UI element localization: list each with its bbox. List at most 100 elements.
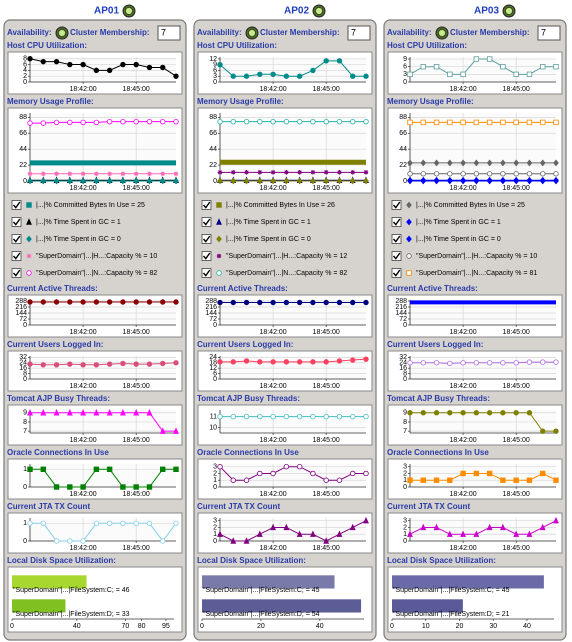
marker xyxy=(160,171,166,177)
marker xyxy=(67,61,73,68)
cluster-label: Cluster Membership: xyxy=(450,28,530,37)
marker xyxy=(217,61,223,68)
marker xyxy=(513,171,519,177)
y-tick-label: 24 xyxy=(399,360,407,367)
marker xyxy=(244,170,249,175)
marker xyxy=(309,530,316,537)
marker xyxy=(363,118,369,125)
marker xyxy=(310,470,316,477)
marker xyxy=(553,119,559,126)
marker xyxy=(513,177,519,185)
marker xyxy=(420,159,427,167)
marker xyxy=(460,177,466,185)
marker xyxy=(500,63,506,70)
marker xyxy=(433,410,440,416)
plot-area xyxy=(410,356,556,379)
section-label: Current JTA TX Count xyxy=(387,502,470,511)
plot-area xyxy=(220,464,366,487)
x-tick-label: 18:45:00 xyxy=(313,437,340,444)
status-icon-inner xyxy=(504,6,514,16)
marker xyxy=(336,58,343,64)
series-line xyxy=(30,522,177,542)
legend-checkbox xyxy=(391,234,402,244)
marker xyxy=(146,484,153,490)
x-tick-label: 18:45:00 xyxy=(313,383,340,390)
column-title: AP02 xyxy=(284,6,309,17)
marker xyxy=(217,118,223,125)
marker xyxy=(146,361,153,367)
legend-check xyxy=(12,269,21,277)
marker xyxy=(120,484,126,490)
marker xyxy=(500,360,506,366)
marker xyxy=(433,159,440,167)
x-tick-label: 18:45:00 xyxy=(123,383,150,390)
y-tick-label: 8 xyxy=(23,56,27,63)
y-tick-label: 1 xyxy=(23,466,27,473)
marker xyxy=(80,484,86,490)
marker xyxy=(27,466,33,473)
marker xyxy=(67,299,73,305)
y-tick-label: 22 xyxy=(19,162,27,169)
x-tick-label: 18:45:00 xyxy=(503,491,530,498)
marker xyxy=(27,299,33,305)
marker xyxy=(243,358,250,364)
marker xyxy=(323,537,330,544)
marker xyxy=(133,520,139,527)
marker xyxy=(230,477,236,483)
marker xyxy=(350,357,356,363)
marker xyxy=(53,58,60,65)
y-tick-label: 24 xyxy=(209,354,217,361)
marker xyxy=(406,218,412,226)
marker xyxy=(486,360,493,366)
marker xyxy=(363,470,369,477)
marker xyxy=(323,299,329,306)
marker xyxy=(513,71,519,78)
x-tick-label: 95 xyxy=(162,623,170,630)
legend-label: "SuperDomain"|...|H...:Capacity % = 12 xyxy=(226,253,347,260)
y-tick-label: 24 xyxy=(19,360,27,367)
bar xyxy=(12,575,87,589)
marker xyxy=(216,218,222,225)
marker xyxy=(460,119,466,126)
marker xyxy=(230,118,236,125)
marker xyxy=(433,523,440,531)
plot-area xyxy=(220,518,366,541)
legend-check xyxy=(202,235,211,243)
marker xyxy=(500,171,506,177)
y-tick-label: 32 xyxy=(399,354,407,361)
marker xyxy=(133,177,139,185)
section-label: Tomcat AJP Busy Threads: xyxy=(7,394,110,403)
legend-label: |...|% Committed Bytes In Use = 25 xyxy=(416,202,525,209)
marker xyxy=(473,470,480,477)
marker xyxy=(526,159,533,167)
marker xyxy=(336,177,343,185)
series-line xyxy=(30,468,176,488)
y-tick-label: 6 xyxy=(213,67,217,74)
marker xyxy=(540,63,546,70)
bar xyxy=(12,599,66,613)
status-icon-inner xyxy=(57,28,67,38)
marker xyxy=(217,177,223,185)
bar-label: "SuperDomain"|...|FileSystem:C; = 46 xyxy=(13,587,130,594)
marker xyxy=(230,299,236,306)
x-tick-label: 0 xyxy=(200,623,204,630)
marker xyxy=(553,177,559,185)
marker xyxy=(473,56,480,62)
marker xyxy=(350,413,356,420)
x-tick-label: 18:45:00 xyxy=(123,545,150,552)
x-tick-label: 18:42:00 xyxy=(449,545,476,552)
legend-checkbox xyxy=(11,251,22,261)
marker xyxy=(323,359,329,365)
x-tick-label: 80 xyxy=(138,623,146,630)
y-tick-label: 44 xyxy=(399,146,407,153)
y-tick-label: 0 xyxy=(403,322,407,329)
x-tick-label: 18:42:00 xyxy=(69,437,96,444)
marker xyxy=(433,119,440,126)
legend-check xyxy=(202,218,211,226)
marker xyxy=(310,118,316,125)
marker xyxy=(460,159,466,167)
y-tick-label: 9 xyxy=(403,410,407,417)
legend-checkbox xyxy=(201,268,212,278)
marker xyxy=(486,470,493,477)
